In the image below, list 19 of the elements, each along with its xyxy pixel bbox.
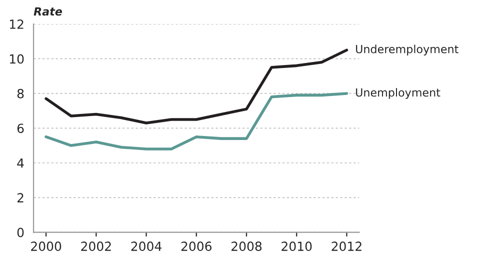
x-tick-label: 2002 <box>81 242 111 251</box>
y-tick-label: 12 <box>10 20 24 29</box>
y-tick-label: 4 <box>17 158 24 168</box>
line-series <box>44 48 348 124</box>
x-tick-label: 2006 <box>181 242 212 251</box>
x-tick-label: 2004 <box>131 242 162 251</box>
y-axis-title: Rate <box>34 7 62 16</box>
x-tick-label: 2012 <box>332 242 362 251</box>
x-tick-label: 2010 <box>282 242 312 251</box>
y-tick-label: 10 <box>10 54 24 64</box>
series-label: Unemployment <box>356 88 440 99</box>
series-label: Underemployment <box>356 44 458 56</box>
y-tick-label: 2 <box>17 193 24 202</box>
line-series <box>44 92 348 150</box>
x-tick-label: 2008 <box>232 242 262 251</box>
y-tick-label: 8 <box>17 88 24 98</box>
y-tick-label: 6 <box>17 124 24 134</box>
x-tick-label: 2000 <box>31 242 62 251</box>
y-tick-label: 0 <box>17 228 24 238</box>
